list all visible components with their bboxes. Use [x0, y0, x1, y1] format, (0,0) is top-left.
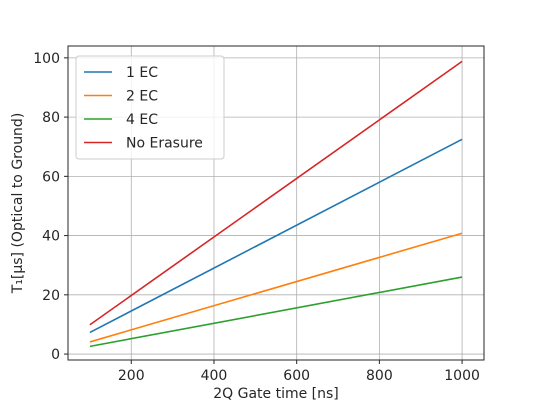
series-line [89, 276, 463, 348]
axis-ticks: 200 400 600 800 1000 0 20 40 60 80 100 [33, 51, 480, 384]
y-tick-label: 80 [42, 110, 60, 126]
series-line [89, 138, 463, 334]
series-lines [89, 60, 463, 348]
legend: 1 EC 2 EC 4 EC No Erasure [75, 55, 225, 160]
x-tick-label: 1000 [444, 368, 480, 384]
legend-label: 4 EC [126, 112, 158, 128]
x-tick-label: 200 [118, 368, 145, 384]
legend-box [75, 55, 225, 160]
y-tick-label: 100 [33, 51, 60, 67]
plot-frame [67, 45, 485, 361]
legend-label: No Erasure [126, 136, 203, 152]
legend-label: 2 EC [126, 89, 158, 105]
y-tick-label: 60 [42, 169, 60, 185]
x-axis-label: 2Q Gate time [ns] [213, 386, 339, 402]
x-tick-label: 600 [283, 368, 310, 384]
x-tick-label: 400 [201, 368, 228, 384]
series-line [89, 232, 463, 343]
series-line [89, 60, 463, 326]
x-tick-label: 800 [366, 368, 393, 384]
y-axis-label: T₁[μs] (Optical to Ground) [10, 113, 26, 295]
y-tick-label: 20 [42, 288, 60, 304]
y-tick-label: 40 [42, 229, 60, 245]
legend-label: 1 EC [126, 65, 158, 81]
y-tick-label: 0 [51, 347, 60, 363]
